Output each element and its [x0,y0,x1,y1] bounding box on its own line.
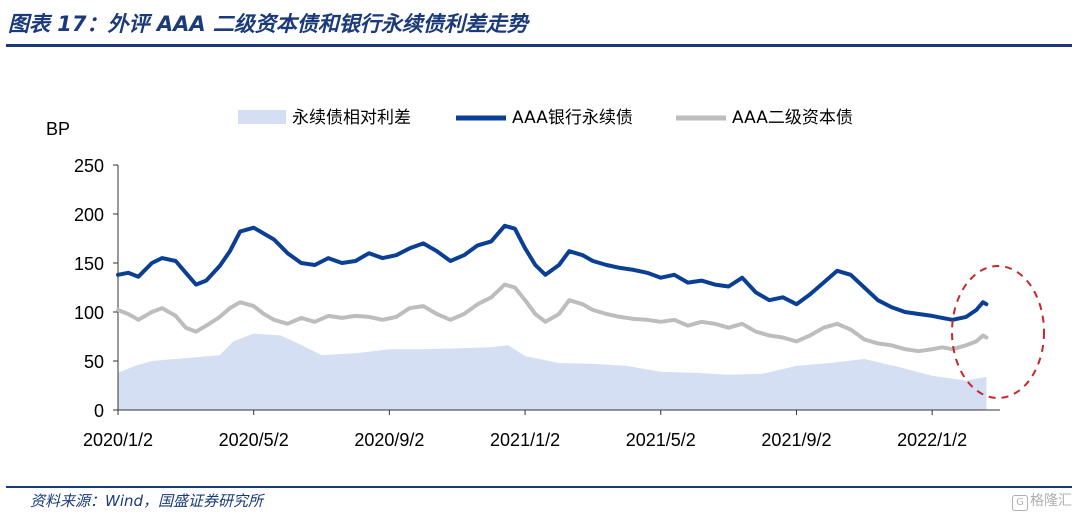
y-tick-label-50: 50 [84,352,104,372]
legend-label-tier2: AAA二级资本债 [732,108,853,128]
x-tick-label-2: 2020/9/2 [354,430,424,450]
x-tick-label-6: 2022/1/2 [897,430,967,450]
x-tick-label-4: 2021/5/2 [626,430,696,450]
legend-swatch-spread [238,110,286,124]
series-line-tier2 [116,282,989,354]
x-tick-label-0: 2020/1/2 [83,430,153,450]
watermark-text: 格隆汇 [1030,493,1072,509]
footer-divider [6,486,1072,488]
watermark-logo-icon: G [1012,495,1028,511]
series-area-spread [118,333,987,410]
legend-label-spread: 永续债相对利差 [292,108,411,128]
x-tick-label-1: 2020/5/2 [219,430,289,450]
highlight-circle [951,265,1045,399]
chart-title: 图表 17：外评 AAA 二级资本债和银行永续债利差走势 [8,12,528,36]
source-note: 资料来源：Wind，国盛证券研究所 [30,492,264,510]
y-tick-label-100: 100 [74,303,104,323]
y-tick-label-200: 200 [74,205,104,225]
x-tick-label-5: 2021/9/2 [761,430,831,450]
y-tick-label-250: 250 [74,156,104,176]
legend-label-bank-perpetual: AAA银行永续债 [512,108,633,128]
series-line-bank-perpetual [116,223,989,322]
x-tick-label-3: 2021/1/2 [490,430,560,450]
chart-svg: 永续债相对利差 AAA银行永续债 AAA二级资本债 BP 0 50 100 150 20… [46,108,1045,450]
y-axis-label: BP [46,119,70,139]
legend: 永续债相对利差 AAA银行永续债 AAA二级资本债 [238,108,853,128]
y-tick-label-0: 0 [94,401,104,421]
watermark: G 格隆汇 [1012,490,1072,511]
y-tick-label-150: 150 [74,254,104,274]
title-divider [6,44,1072,47]
